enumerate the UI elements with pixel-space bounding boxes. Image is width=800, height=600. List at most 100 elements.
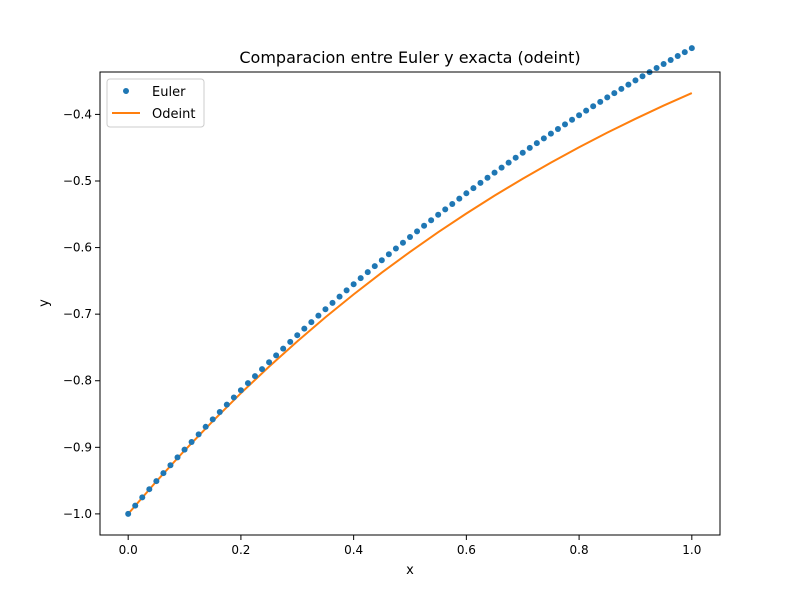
- euler-point: [209, 416, 216, 423]
- euler-point: [681, 49, 688, 56]
- x-tick-label: 1.0: [682, 543, 701, 557]
- euler-point: [216, 408, 223, 415]
- legend: Euler Odeint: [106, 78, 205, 128]
- euler-point: [371, 263, 378, 270]
- plot-frame: [99, 71, 721, 536]
- euler-point: [336, 293, 343, 300]
- euler-point: [153, 478, 160, 485]
- euler-point: [139, 494, 146, 501]
- euler-point: [181, 446, 188, 453]
- euler-point: [364, 269, 371, 276]
- y-tick-label: −0.4: [63, 107, 92, 121]
- y-tick-label: −0.8: [63, 374, 92, 388]
- euler-point: [674, 53, 681, 60]
- legend-euler-label: Euler: [152, 85, 186, 100]
- x-tick-label: 0.8: [570, 543, 589, 557]
- euler-point: [660, 61, 667, 68]
- euler-point: [378, 257, 385, 264]
- euler-point: [287, 338, 294, 345]
- euler-point: [329, 299, 336, 306]
- euler-point: [533, 140, 540, 147]
- euler-point: [505, 159, 512, 166]
- euler-point: [625, 81, 632, 88]
- euler-point: [273, 352, 280, 359]
- euler-point: [160, 470, 167, 477]
- euler-point: [350, 281, 357, 288]
- euler-point: [667, 56, 674, 63]
- x-axis: 0.0 0.2 0.4 0.6 0.8 1.0: [119, 535, 701, 557]
- euler-point: [456, 195, 463, 202]
- chart-title: Comparacion entre Euler y exacta (odeint…: [239, 48, 580, 67]
- euler-point: [477, 179, 484, 186]
- y-tick-label: −0.9: [63, 440, 92, 454]
- euler-point: [280, 345, 287, 352]
- x-tick-label: 0.6: [457, 543, 476, 557]
- series-layer: [125, 45, 695, 517]
- euler-point: [202, 423, 209, 430]
- euler-point: [174, 454, 181, 461]
- euler-point: [639, 73, 646, 80]
- euler-point: [167, 462, 174, 469]
- euler-point: [146, 486, 153, 493]
- legend-euler-marker: [123, 88, 129, 94]
- euler-point: [442, 206, 449, 213]
- x-tick-label: 0.2: [231, 543, 250, 557]
- euler-point: [322, 306, 329, 313]
- euler-point: [308, 319, 315, 326]
- euler-point: [294, 332, 301, 339]
- y-tick-label: −0.6: [63, 241, 92, 255]
- euler-point: [435, 211, 442, 218]
- euler-point: [421, 222, 428, 229]
- euler-point: [484, 174, 491, 181]
- euler-point: [583, 107, 590, 114]
- euler-point: [414, 228, 421, 235]
- euler-point: [491, 169, 498, 176]
- euler-point: [526, 144, 533, 151]
- euler-point: [632, 77, 639, 84]
- euler-point: [252, 373, 258, 380]
- euler-point: [653, 65, 660, 72]
- euler-point: [259, 366, 266, 373]
- euler-point: [470, 185, 477, 192]
- euler-point: [540, 135, 547, 142]
- euler-point: [315, 312, 322, 319]
- euler-point: [463, 190, 470, 197]
- euler-point: [618, 85, 625, 92]
- euler-point: [512, 154, 519, 161]
- y-axis-label: y: [37, 299, 52, 307]
- y-axis: −1.0 −0.9 −0.8 −0.7 −0.6 −0.5 −0.4: [63, 107, 100, 521]
- euler-point: [266, 359, 273, 366]
- euler-point: [230, 394, 237, 401]
- euler-point: [688, 45, 695, 52]
- euler-point: [392, 245, 399, 252]
- euler-point: [498, 164, 505, 171]
- euler-point: [132, 502, 139, 509]
- euler-point: [399, 239, 406, 246]
- euler-point: [301, 325, 308, 332]
- euler-point: [554, 125, 561, 132]
- legend-odeint-label: Odeint: [152, 107, 195, 122]
- x-tick-label: 0.4: [344, 543, 363, 557]
- euler-point: [611, 90, 618, 97]
- euler-point: [385, 251, 392, 258]
- euler-point: [125, 510, 132, 517]
- euler-point: [244, 380, 251, 387]
- euler-point: [188, 438, 195, 445]
- legend-box: [106, 78, 205, 128]
- euler-point: [449, 200, 456, 207]
- x-axis-label: x: [406, 563, 414, 578]
- euler-point: [604, 94, 611, 101]
- y-tick-label: −1.0: [63, 507, 92, 521]
- euler-point: [428, 217, 435, 224]
- euler-point: [597, 98, 604, 105]
- euler-point: [223, 401, 230, 408]
- euler-point: [562, 121, 568, 128]
- euler-point: [576, 112, 583, 119]
- x-tick-label: 0.0: [119, 543, 138, 557]
- euler-point: [569, 116, 576, 123]
- euler-point: [519, 149, 526, 156]
- euler-point: [343, 287, 350, 294]
- euler-point: [547, 130, 554, 137]
- y-tick-label: −0.5: [63, 174, 92, 188]
